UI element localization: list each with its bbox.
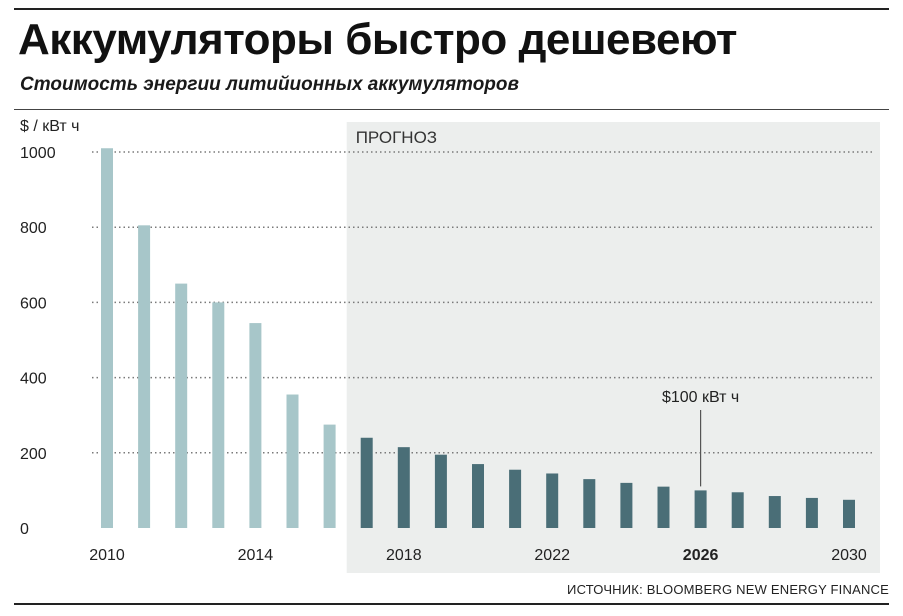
source-note: ИСТОЧНИК: BLOOMBERG NEW ENERGY FINANCE	[567, 582, 889, 597]
x-tick-label: 2018	[386, 547, 422, 564]
bar-2012	[175, 283, 188, 528]
bar-2013	[212, 302, 225, 528]
x-tick-label: 2022	[534, 547, 570, 564]
bar-2020	[472, 464, 484, 528]
bar-2025	[657, 486, 670, 528]
y-tick-label: 200	[20, 446, 47, 463]
x-tick-label: 2014	[238, 547, 274, 564]
bar-2011	[138, 225, 151, 528]
y-tick-label: 400	[20, 371, 47, 388]
y-tick-label: 1000	[20, 145, 56, 162]
bar-2027	[731, 492, 744, 528]
bar-2023	[583, 479, 596, 528]
forecast-region	[346, 122, 880, 573]
chart-subtitle: Стоимость энергии литийионных аккумулято…	[20, 74, 519, 95]
bar-2028	[768, 496, 781, 528]
bar-2016	[323, 424, 336, 528]
y-tick-label: 800	[20, 220, 47, 237]
bar-2015	[286, 394, 299, 528]
y-axis-unit-label: $ / кВт ч	[20, 118, 79, 135]
bar-2030	[843, 499, 855, 528]
forecast-label: ПРОГНОЗ	[356, 128, 437, 147]
bar-2029	[805, 497, 818, 528]
annotation-label: $100 кВт ч	[662, 389, 739, 406]
x-tick-label: 2010	[89, 547, 125, 564]
bar-2018	[397, 447, 410, 528]
top-rule	[14, 8, 889, 10]
y-tick-label: 0	[20, 521, 29, 538]
bar-2022	[546, 473, 559, 528]
header-rule	[14, 109, 889, 110]
bar-2019	[434, 454, 447, 528]
bar-2010	[101, 148, 113, 529]
bar-2014	[249, 323, 262, 528]
bar-2024	[620, 482, 633, 528]
chart-title: Аккумуляторы быстро дешевеют	[18, 15, 737, 64]
x-tick-label: 2026	[683, 547, 719, 564]
bar-2026	[694, 490, 707, 528]
y-tick-label: 600	[20, 295, 47, 312]
bar-2017	[360, 437, 373, 528]
bar-2021	[509, 469, 522, 528]
x-tick-label: 2030	[831, 547, 867, 564]
bottom-rule	[14, 603, 889, 605]
